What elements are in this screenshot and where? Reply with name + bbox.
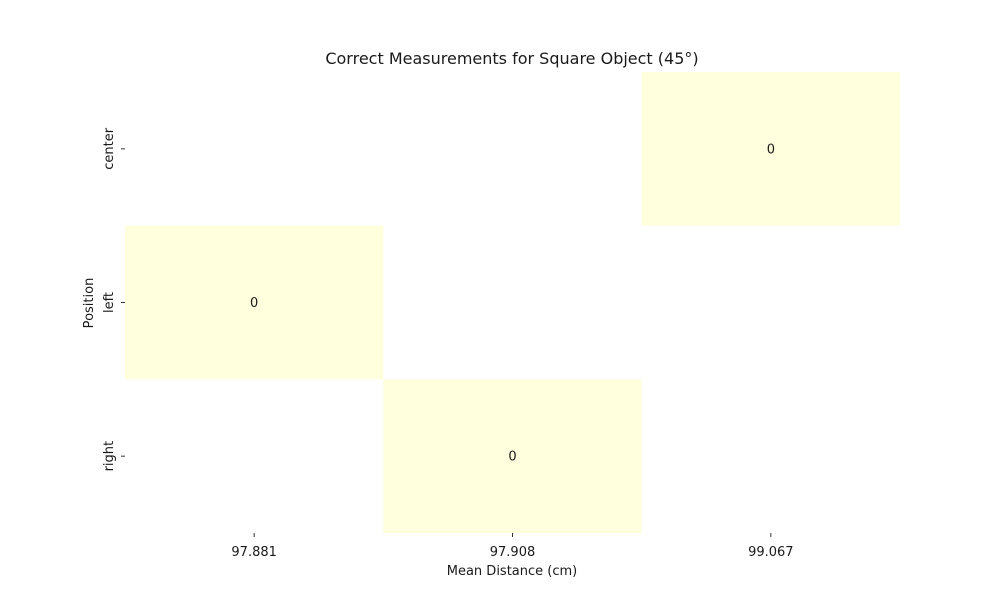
y-tick-label: left bbox=[102, 292, 117, 313]
heatmap-cell-center-99-067 bbox=[641, 72, 900, 226]
y-tick-label: center bbox=[102, 127, 117, 169]
x-tick-label: 99.067 bbox=[748, 545, 794, 560]
cell-value-label: 0 bbox=[767, 142, 775, 157]
y-axis-label: Position bbox=[82, 278, 97, 329]
y-tick-label: right bbox=[102, 441, 117, 472]
x-tick-label: 97.908 bbox=[490, 545, 536, 560]
x-axis-label: Mean Distance (cm) bbox=[447, 564, 577, 579]
heatmap-cell-left-97-881 bbox=[125, 225, 384, 380]
heatmap-cells bbox=[125, 72, 900, 533]
heatmap-cell-right-97-908 bbox=[383, 379, 642, 533]
x-tick-label: 97.881 bbox=[231, 545, 277, 560]
cell-value-label: 0 bbox=[250, 296, 258, 311]
cell-annotations: 0 0 0 bbox=[250, 142, 775, 464]
cell-value-label: 0 bbox=[508, 450, 516, 465]
x-axis-ticks: 97.881 97.908 99.067 bbox=[231, 533, 794, 560]
y-axis-ticks: center left right bbox=[102, 127, 125, 471]
chart-title: Correct Measurements for Square Object (… bbox=[325, 49, 698, 68]
